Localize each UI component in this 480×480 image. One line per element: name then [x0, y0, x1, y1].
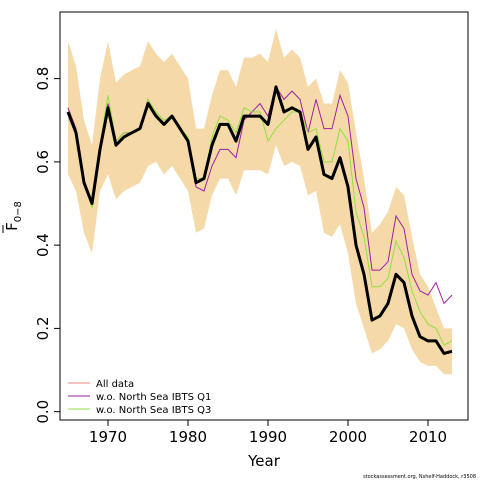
y-tick-label: 0.8 [34, 67, 52, 91]
credit-text: stockassessment.org, Nshelf-Haddock, r35… [363, 474, 476, 480]
legend-label-2: w.o. North Sea IBTS Q1 [96, 392, 211, 403]
y-axis-title: F0−8 [2, 201, 24, 233]
x-tick-label: 2000 [329, 428, 367, 446]
series-layer [66, 84, 453, 355]
x-tick-label: 2010 [409, 428, 447, 446]
axes-layer: 1970 1980 1990 2000 2010 0.0 0.2 0.4 0.6 0.8 [34, 11, 469, 446]
x-tick-label: 1970 [89, 428, 127, 446]
y-axis-title-text: F0−8 [3, 201, 24, 231]
plot-frame [59, 11, 469, 421]
x-tick-label: 1990 [249, 428, 287, 446]
legend-label-1: All data [96, 379, 134, 390]
y-tick-label: 0.6 [34, 150, 52, 174]
y-tick-label: 0.0 [34, 400, 52, 424]
confidence-band-layer [68, 28, 452, 375]
legend: All data w.o. North Sea IBTS Q1 w.o. North… [68, 379, 211, 416]
y-axis-title-main: F [3, 222, 21, 231]
legend-label-3: w.o. North Sea IBTS Q3 [96, 405, 211, 416]
x-axis-title: Year [247, 452, 281, 470]
confidence-band [68, 28, 452, 375]
estimate-line [66, 85, 453, 355]
y-axis-title-subscript: 0−8 [13, 201, 24, 222]
x-tick-label: 1980 [169, 428, 207, 446]
y-tick-label: 0.2 [34, 316, 52, 340]
y-tick-label: 0.4 [34, 233, 52, 257]
